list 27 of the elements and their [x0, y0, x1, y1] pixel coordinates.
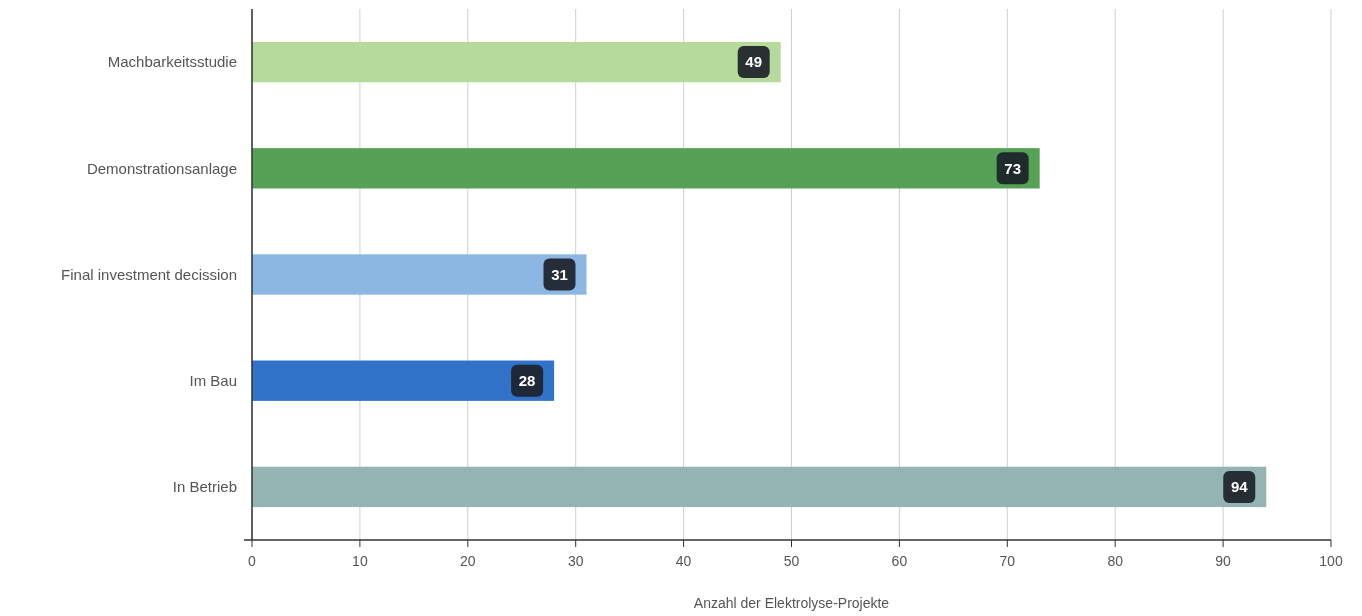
data-label: 49	[745, 53, 763, 71]
data-label: 28	[518, 371, 536, 389]
x-tick-label: 90	[1215, 553, 1232, 569]
x-tick-label: 40	[675, 553, 692, 569]
x-tick-label: 80	[1107, 553, 1124, 569]
data-label: 31	[551, 265, 568, 283]
y-tick-label: In Betrieb	[172, 478, 237, 496]
x-tick-label: 70	[999, 553, 1016, 569]
x-axis-title: Anzahl der Elektrolyse-Projekte	[693, 595, 890, 611]
y-tick-label: Demonstrationsanlage	[86, 159, 237, 177]
bar	[252, 254, 587, 295]
x-tick-label: 60	[891, 553, 908, 569]
x-tick-label: 100	[1319, 553, 1343, 569]
y-tick-label: Machbarkeitsstudie	[107, 53, 237, 71]
data-label: 94	[1230, 478, 1249, 496]
bar	[252, 41, 781, 83]
y-tick-label: Im Bau	[189, 371, 237, 389]
x-tick-label: 30	[567, 553, 584, 569]
x-tick-label: 50	[783, 553, 800, 569]
x-tick-label: 0	[248, 553, 257, 569]
bar	[252, 148, 1040, 189]
x-tick-label: 20	[460, 553, 476, 569]
y-tick-label: Final investment decission	[61, 265, 237, 283]
data-label: 73	[1004, 159, 1022, 177]
bar	[252, 466, 1267, 508]
x-tick-label: 10	[352, 553, 368, 569]
bar	[252, 360, 555, 401]
